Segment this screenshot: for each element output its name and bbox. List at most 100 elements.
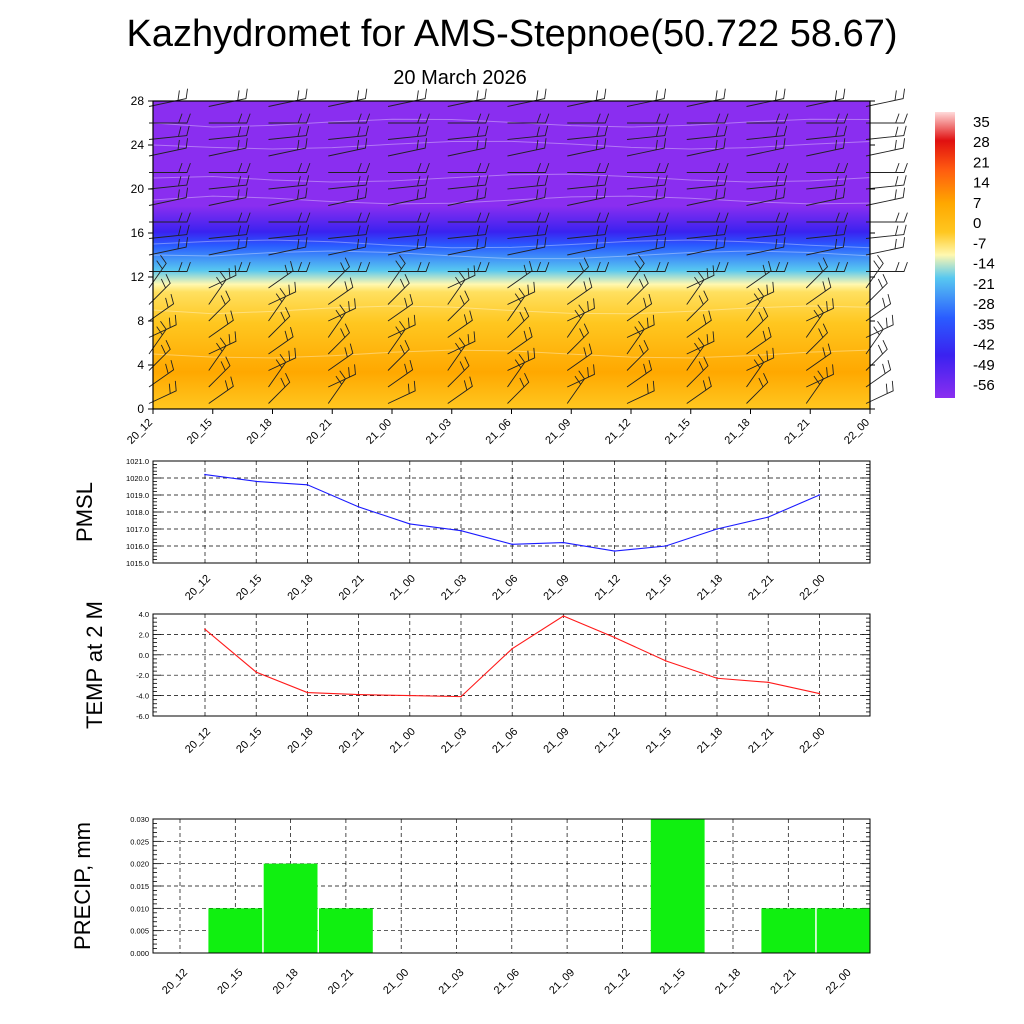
y-tick-label: -6.0 xyxy=(136,712,149,721)
colorbar-label: -42 xyxy=(973,337,995,354)
colorbar-label: -35 xyxy=(973,316,995,333)
x-tick-label: 21_09 xyxy=(541,573,571,603)
x-tick-label: 20_21 xyxy=(326,967,356,997)
x-tick-label: 20_18 xyxy=(271,967,301,997)
x-tick-label: 21_09 xyxy=(541,726,571,756)
colorbar-label: 21 xyxy=(973,154,990,171)
pmsl-panel: 1015.0 1016.0 1017.0 1018.0 1019.0 1020.0 1021… xyxy=(72,457,871,603)
precip-bar xyxy=(816,908,871,953)
x-tick-label: 21_00 xyxy=(388,726,418,756)
x-tick-label: 21_12 xyxy=(603,417,633,447)
x-tick-label: 22_00 xyxy=(842,417,872,447)
x-tick-label: 21_21 xyxy=(746,726,776,756)
x-tick-label: 21_15 xyxy=(663,417,693,447)
x-tick-label: 20_18 xyxy=(285,573,315,603)
precip-bar xyxy=(761,908,816,953)
grid-lines xyxy=(153,614,870,716)
y-tick-label: 1015.0 xyxy=(126,559,149,568)
x-tick-label: 21_15 xyxy=(658,967,688,997)
x-tick-label: 21_18 xyxy=(713,967,743,997)
temp-2m-point xyxy=(306,691,309,694)
colorbar-label: 14 xyxy=(973,175,990,192)
x-tick-label: 21_21 xyxy=(782,417,812,447)
x-tick-label: 22_00 xyxy=(797,726,827,756)
temp-2m-point xyxy=(357,693,360,696)
y-tick-label: 28 xyxy=(131,94,145,108)
colorbar-label: -56 xyxy=(973,377,995,394)
temp-2m-point xyxy=(818,692,821,695)
temp-2m-point xyxy=(562,615,565,617)
colorbar-label: -28 xyxy=(973,296,995,313)
x-tick-label: 21_03 xyxy=(424,417,454,447)
x-tick-label: 21_03 xyxy=(439,726,469,756)
precip-frame xyxy=(152,818,871,954)
x-tick-label: 20_15 xyxy=(234,726,264,756)
x-tick-label: 21_00 xyxy=(388,573,418,603)
x-tick-label: 20_12 xyxy=(125,417,155,447)
pmsl-point xyxy=(460,529,462,532)
y-tick-label: 0.0 xyxy=(139,651,149,660)
pmsl-frame xyxy=(152,460,871,564)
x-tick-label: 20_15 xyxy=(215,967,245,997)
y-tick-label: 1018.0 xyxy=(126,508,149,517)
y-tick-label: 20 xyxy=(131,182,145,196)
pmsl-point xyxy=(716,528,718,530)
y-tick-label: 24 xyxy=(131,138,145,152)
pmsl-point xyxy=(562,541,565,544)
x-tick-label: 21_21 xyxy=(768,967,798,997)
precip-ylabel: PRECIP, mm xyxy=(70,822,95,950)
colorbar-label: -21 xyxy=(973,276,995,293)
minor-ticks xyxy=(153,613,870,717)
temp-2m-point xyxy=(460,695,462,698)
grid-lines xyxy=(153,461,870,563)
x-tick-label: 20_18 xyxy=(285,726,315,756)
x-tick-label: 20_21 xyxy=(304,417,334,447)
temp-2m-ylabel: TEMP at 2 M xyxy=(82,601,107,729)
y-tick-label: 16 xyxy=(131,226,145,240)
x-tick-label: 21_09 xyxy=(547,967,577,997)
temp-2m-point xyxy=(613,636,616,639)
y-tick-label: 4 xyxy=(137,358,144,372)
x-tick-label: 20_21 xyxy=(337,573,367,603)
y-tick-label: 4.0 xyxy=(139,610,149,619)
x-tick-label: 21_12 xyxy=(593,726,623,756)
temp-2m-point xyxy=(204,628,206,631)
colorbar-label: 28 xyxy=(973,134,990,151)
temp-2m-point xyxy=(409,694,411,697)
x-tick-label: 20_15 xyxy=(185,417,215,447)
pmsl-point xyxy=(613,550,616,552)
y-tick-label: 0.025 xyxy=(130,837,149,846)
precip-panel: 0.000 0.005 0.010 0.015 0.020 0.025 0.030 20_12… xyxy=(70,815,871,997)
wind-barbs xyxy=(148,88,908,404)
pmsl-point xyxy=(357,506,360,508)
y-tick-label: 1020.0 xyxy=(126,474,149,483)
minor-ticks xyxy=(153,460,870,564)
x-tick-label: 21_15 xyxy=(644,726,674,756)
temp-2m-point xyxy=(511,647,513,650)
x-tick-label: 21_09 xyxy=(543,417,573,447)
pmsl-point xyxy=(306,484,309,486)
y-tick-label: 1017.0 xyxy=(126,525,149,534)
pmsl-ylabel: PMSL xyxy=(72,482,97,542)
x-tick-label: 21_12 xyxy=(602,967,632,997)
cross-section-panel: 0 4 8 12 16 20 24 28 20_12 20_15 20_18 20_21 21_00 21… xyxy=(125,88,908,447)
y-tick-label: 0.010 xyxy=(130,904,149,913)
temp-2m-point xyxy=(255,671,257,673)
pmsl-point xyxy=(204,473,206,476)
x-tick-label: 20_21 xyxy=(337,726,367,756)
colorbar-label: 7 xyxy=(973,195,981,212)
x-tick-label: 20_15 xyxy=(234,573,264,603)
temp-2m-frame xyxy=(152,613,871,717)
x-tick-label: 22_00 xyxy=(824,967,854,997)
colorbar-label: 35 xyxy=(973,114,990,131)
chart-subtitle: 20 March 2026 xyxy=(393,67,527,89)
x-tick-label: 21_03 xyxy=(439,573,469,603)
colorbar-label: -49 xyxy=(973,357,995,374)
colorbar-label: 0 xyxy=(973,215,981,232)
y-tick-label: 12 xyxy=(131,270,145,284)
colorbar-label: -7 xyxy=(973,235,986,252)
y-tick-label: 1021.0 xyxy=(126,457,149,466)
x-tick-label: 21_18 xyxy=(695,726,725,756)
x-tick-label: 21_18 xyxy=(723,417,753,447)
